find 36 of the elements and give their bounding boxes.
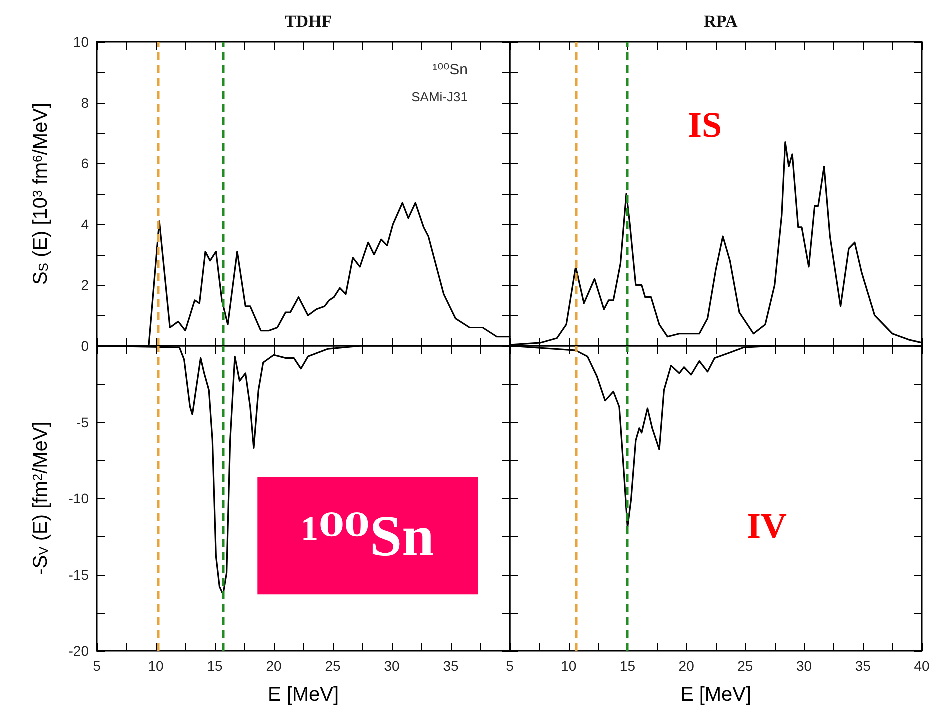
x-tick-label: 30: [796, 658, 812, 674]
y-tick-label: -10: [68, 490, 90, 506]
x-tick-label: 25: [738, 658, 754, 674]
chart-title: TDHF: [284, 12, 332, 31]
x-tick-label: 15: [207, 658, 223, 674]
y-tick-label: -20: [68, 643, 90, 659]
y-axis-title: SS (E) [103 fm6/MeV]: [30, 102, 52, 286]
x-tick-label: 35: [855, 658, 872, 674]
y-tick-label: 8: [81, 94, 90, 111]
annotation: IS: [688, 105, 722, 145]
annotation: IV: [746, 506, 788, 546]
x-axis-title: E [MeV]: [680, 684, 752, 705]
y-tick-label: 4: [81, 216, 90, 232]
chart-title: RPA: [704, 12, 739, 31]
x-tick-label: 20: [678, 658, 695, 674]
y-tick-label: 10: [73, 34, 90, 50]
y-tick-label: -5: [76, 414, 90, 430]
x-tick-label: 10: [148, 658, 164, 674]
y-tick-label: 6: [81, 156, 90, 172]
x-tick-label: 25: [325, 658, 341, 674]
x-axis-title: E [MeV]: [268, 684, 340, 705]
annotation: ¹⁰⁰Sn: [302, 504, 434, 568]
y-axis-title: -SV (E) [fm2/MeV]: [30, 422, 52, 576]
x-tick-label: 35: [443, 658, 459, 674]
x-tick-label: 20: [266, 658, 282, 674]
x-tick-label: 15: [620, 658, 636, 674]
x-tick-label: 10: [561, 658, 577, 674]
x-tick-label: 5: [506, 658, 514, 674]
annotation: SAMi-J31: [412, 90, 468, 104]
x-tick-label: 40: [914, 658, 930, 674]
x-tick-label: 30: [384, 658, 400, 674]
y-tick-label: 2: [81, 277, 90, 294]
y-tick-label: 0: [81, 338, 90, 354]
annotation: ¹⁰⁰Sn: [432, 62, 468, 78]
x-tick-label: 5: [93, 658, 102, 674]
y-tick-label: -15: [68, 566, 90, 583]
